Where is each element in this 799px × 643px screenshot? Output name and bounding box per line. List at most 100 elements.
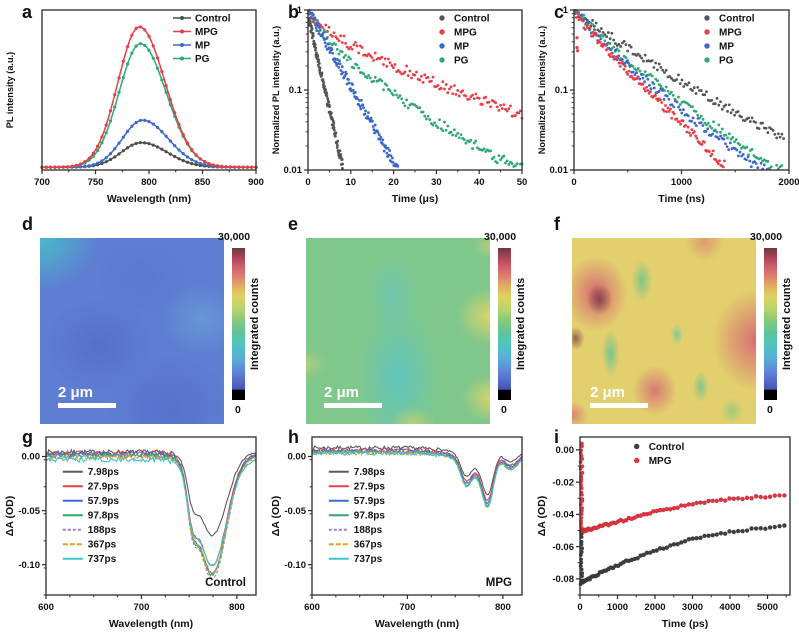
svg-text:PG: PG [195, 54, 210, 65]
svg-text:0.00: 0.00 [22, 452, 41, 463]
svg-text:30: 30 [431, 177, 442, 188]
svg-text:MP: MP [719, 41, 734, 52]
colorbar-min: 0 [501, 404, 507, 416]
svg-text:5000: 5000 [757, 602, 778, 613]
svg-text:Wavelength (nm): Wavelength (nm) [107, 193, 191, 205]
svg-text:ΔA (OD): ΔA (OD) [270, 496, 282, 536]
svg-text:-0.10: -0.10 [284, 560, 306, 571]
panel-c-letter: c [554, 2, 565, 22]
svg-text:700: 700 [134, 602, 150, 613]
colorbar-max: 30,000 [484, 231, 517, 243]
svg-text:737ps: 737ps [354, 554, 383, 565]
svg-text:-0.10: -0.10 [18, 560, 40, 571]
svg-text:Normalized PL intensity (a.u.): Normalized PL intensity (a.u.) [537, 26, 547, 154]
colorbar-max: 30,000 [750, 231, 783, 243]
panel-a-letter: a [22, 2, 33, 22]
svg-text:Time (μs): Time (μs) [392, 193, 439, 205]
svg-text:Control: Control [454, 13, 490, 24]
svg-text:750: 750 [88, 177, 104, 188]
svg-text:Control: Control [205, 577, 246, 589]
scale-bar-line [324, 403, 382, 408]
svg-text:97.8ps: 97.8ps [354, 511, 386, 522]
svg-text:-0.05: -0.05 [284, 506, 306, 517]
svg-text:MPG: MPG [719, 27, 742, 38]
scale-bar-line [590, 403, 648, 408]
svg-text:600: 600 [38, 602, 54, 613]
svg-text:Control: Control [649, 442, 685, 453]
panel-c-chart: 0 1000 2000 1 0.1 0.01 Time (ns) Normalized PL … [537, 5, 799, 205]
svg-text:97.8ps: 97.8ps [88, 511, 120, 522]
panel-g-chart: 600 700 800 0.00 -0.05 -0.10 Wavelength (nm) ΔA… [4, 436, 257, 630]
svg-text:188ps: 188ps [354, 525, 383, 536]
panel-d-letter: d [22, 214, 33, 234]
panel-b: 0 10 20 30 40 50 1 0.1 0.01 Time (μs) Normalized P… [266, 0, 532, 212]
svg-text:PG: PG [719, 55, 734, 66]
svg-text:Time (ps): Time (ps) [662, 618, 708, 630]
svg-text:57.9ps: 57.9ps [354, 496, 386, 507]
panel-a-chart: 700 750 800 850 900 Wavelength (nm) PL intensi… [5, 9, 264, 205]
panel-f-letter: f [554, 214, 560, 234]
svg-text:Normalized PL intensity (a.u.): Normalized PL intensity (a.u.) [271, 26, 281, 154]
svg-text:-0.02: -0.02 [552, 477, 574, 488]
scale-bar: 2 μm [58, 385, 116, 408]
svg-text:MPG: MPG [195, 27, 218, 38]
colorbar-label: Integrated counts [781, 277, 793, 371]
panel-b-chart: 0 10 20 30 40 50 1 0.1 0.01 Time (μs) Normalized P… [271, 5, 527, 205]
svg-text:800: 800 [229, 602, 245, 613]
panel-h: 600 700 800 0.00 -0.05 -0.10 Wavelength (nm) ΔA… [266, 425, 532, 643]
svg-text:800: 800 [141, 177, 157, 188]
svg-text:20: 20 [388, 177, 399, 188]
scale-bar-line [58, 403, 116, 408]
svg-text:700: 700 [400, 602, 416, 613]
scale-bar-label: 2 μm [590, 384, 626, 401]
svg-text:0: 0 [577, 602, 582, 613]
colorbar-min: 0 [235, 404, 241, 416]
svg-text:40: 40 [474, 177, 485, 188]
svg-text:188ps: 188ps [88, 525, 117, 536]
svg-text:Time (ns): Time (ns) [658, 193, 704, 205]
svg-text:600: 600 [304, 602, 320, 613]
svg-text:0.01: 0.01 [284, 165, 303, 176]
panel-e-letter: e [288, 214, 299, 234]
svg-text:1000: 1000 [671, 177, 692, 188]
scale-bar-label: 2 μm [324, 384, 360, 401]
svg-text:0.00: 0.00 [556, 445, 575, 456]
svg-text:ΔA (OD): ΔA (OD) [536, 496, 548, 536]
svg-text:1000: 1000 [607, 602, 628, 613]
panel-g-letter: g [22, 427, 33, 447]
svg-text:7.98ps: 7.98ps [354, 467, 386, 478]
svg-text:0.00: 0.00 [288, 452, 307, 463]
svg-text:0.01: 0.01 [550, 165, 569, 176]
svg-text:MPG: MPG [649, 456, 672, 467]
svg-text:7.98ps: 7.98ps [88, 467, 120, 478]
panel-e-map: 2 μm [306, 238, 490, 424]
svg-text:0.1: 0.1 [289, 85, 303, 96]
svg-text:737ps: 737ps [88, 554, 117, 565]
svg-text:MP: MP [454, 41, 469, 52]
colorbar-label: Integrated counts [515, 277, 527, 371]
svg-text:57.9ps: 57.9ps [88, 496, 120, 507]
svg-text:ΔA (OD): ΔA (OD) [4, 496, 16, 536]
svg-text:10: 10 [346, 177, 357, 188]
panel-c: 0 1000 2000 1 0.1 0.01 Time (ns) Normalized PL … [532, 0, 799, 212]
svg-text:-0.05: -0.05 [18, 506, 40, 517]
scale-bar-label: 2 μm [58, 384, 94, 401]
svg-text:2000: 2000 [778, 177, 799, 188]
panel-h-chart: 600 700 800 0.00 -0.05 -0.10 Wavelength (nm) ΔA… [270, 436, 523, 630]
colorbar-e: 30,000 0 Integrated counts [484, 231, 558, 416]
panel-f: f 2 μm 30,000 0 Integrated counts [532, 212, 799, 425]
panel-i: 0 1000 2000 3000 4000 5000 0.00 -0.02 -0.04 -0.06… [532, 425, 799, 643]
panel-i-chart: 0 1000 2000 3000 4000 5000 0.00 -0.02 -0.04 -0.06… [536, 436, 791, 630]
svg-text:MPG: MPG [454, 27, 477, 38]
svg-text:27.9ps: 27.9ps [88, 482, 120, 493]
svg-text:0: 0 [571, 177, 576, 188]
colorbar-label: Integrated counts [249, 277, 261, 371]
scale-bar: 2 μm [590, 385, 648, 408]
svg-text:4000: 4000 [719, 602, 740, 613]
svg-text:MPG: MPG [486, 577, 512, 589]
svg-text:0: 0 [305, 177, 310, 188]
colorbar-min: 0 [767, 404, 773, 416]
scale-bar: 2 μm [324, 385, 382, 408]
svg-text:PG: PG [454, 55, 469, 66]
